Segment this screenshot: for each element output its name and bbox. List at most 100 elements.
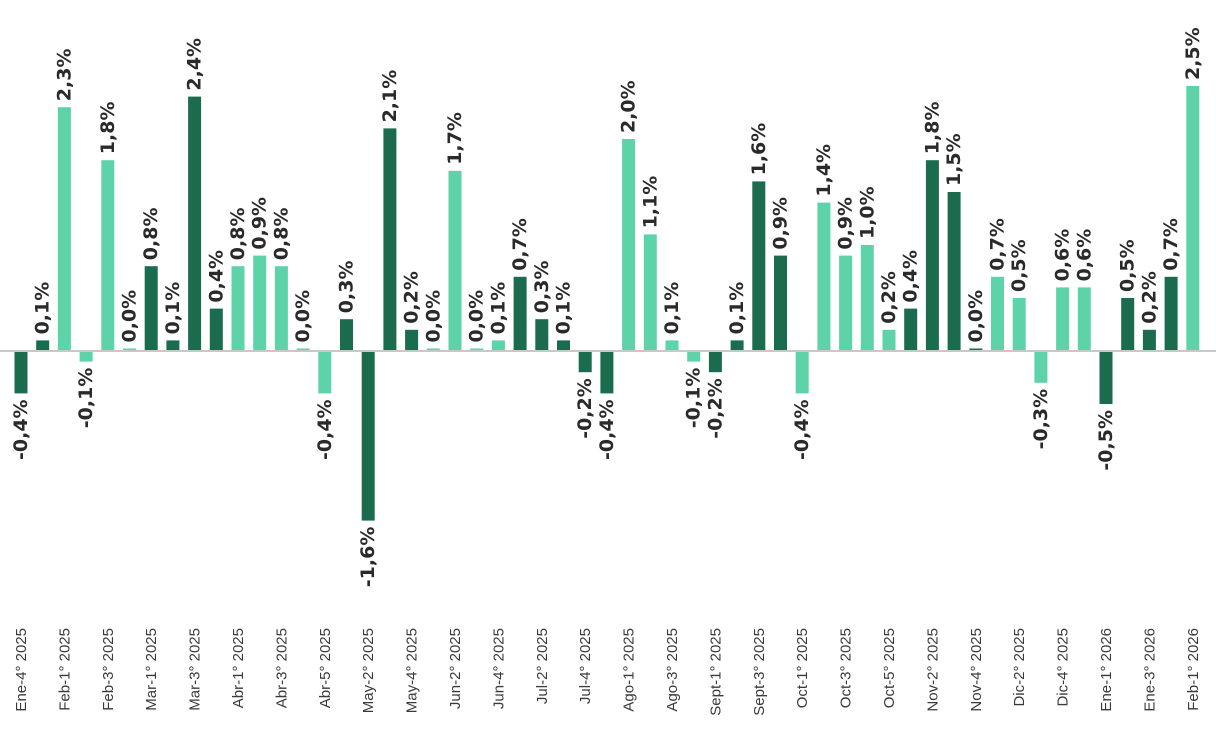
- x-tick-label-4: Mar-3° 2025: [187, 628, 204, 711]
- data-label-46: 0,5%: [1008, 239, 1030, 292]
- bar-15: [340, 319, 353, 351]
- bar-48: [1056, 287, 1070, 351]
- bar-34: [752, 181, 766, 351]
- bar-51: [1121, 298, 1135, 351]
- x-tick-label-14: Ago-1° 2025: [621, 628, 638, 712]
- x-tick-label-23: Dic-2° 2025: [1011, 628, 1028, 707]
- data-label-33: 0,1%: [726, 282, 748, 335]
- bar-24: [535, 319, 549, 351]
- data-label-0: -0,4%: [10, 399, 32, 460]
- bar-30: [665, 340, 679, 351]
- data-label-9: 0,4%: [205, 250, 227, 303]
- x-tick-label-6: Abr-3° 2025: [273, 628, 290, 708]
- bar-2: [57, 107, 71, 351]
- data-label-12: 0,8%: [270, 207, 292, 260]
- x-tick-label-1: Feb-1° 2025: [56, 628, 73, 711]
- bar-6: [144, 266, 158, 351]
- data-label-14: -0,4%: [314, 399, 336, 460]
- x-tick-label-8: May-2° 2025: [360, 628, 377, 713]
- bar-49: [1077, 287, 1091, 351]
- data-label-36: -0,4%: [791, 399, 813, 460]
- data-label-52: 0,2%: [1138, 271, 1160, 324]
- data-label-5: 0,0%: [119, 290, 141, 343]
- bar-11: [253, 255, 267, 351]
- data-label-54: 2,5%: [1182, 27, 1204, 80]
- x-tick-label-10: Jun-2° 2025: [447, 628, 464, 709]
- bar-41: [904, 308, 918, 351]
- data-label-37: 1,4%: [813, 144, 835, 197]
- data-label-21: 0,0%: [466, 290, 488, 343]
- data-label-18: 0,2%: [401, 271, 423, 324]
- x-tick-label-25: Ene-1° 2026: [1098, 628, 1115, 712]
- data-label-45: 0,7%: [987, 218, 1009, 271]
- data-label-39: 1,0%: [856, 186, 878, 239]
- data-label-13: 0,0%: [292, 290, 314, 343]
- x-tick-label-22: Nov-4° 2025: [968, 628, 985, 712]
- bar-32: [708, 351, 722, 373]
- bar-29: [643, 234, 657, 351]
- data-label-23: 0,7%: [509, 218, 531, 271]
- data-label-53: 0,7%: [1160, 218, 1182, 271]
- x-tick-label-2: Feb-3° 2025: [100, 628, 117, 711]
- bar-36: [795, 351, 809, 394]
- bar-20: [448, 170, 462, 351]
- data-label-10: 0,8%: [227, 207, 249, 260]
- data-label-34: 1,6%: [748, 123, 770, 176]
- x-tick-label-19: Oct-3° 2025: [838, 628, 855, 708]
- data-label-40: 0,2%: [878, 271, 900, 324]
- x-tick-label-21: Nov-2° 2025: [924, 628, 941, 712]
- bar-46: [1012, 298, 1026, 351]
- bar-8: [188, 96, 202, 351]
- data-label-25: 0,1%: [553, 282, 575, 335]
- x-tick-label-27: Feb-1° 2026: [1185, 628, 1202, 711]
- x-tick-label-17: Sept-3° 2025: [751, 628, 768, 716]
- data-label-1: 0,1%: [32, 282, 54, 335]
- x-axis-tick-labels: Ene-4° 2025 Feb-1° 2025 Feb-3° 2025 Mar-1° …: [13, 628, 1202, 716]
- bar-43: [947, 192, 961, 351]
- x-tick-label-15: Ago-3° 2025: [664, 628, 681, 712]
- data-label-42: 1,8%: [921, 101, 943, 154]
- bar-54: [1186, 86, 1200, 351]
- bar-21: [470, 348, 484, 351]
- bar-42: [925, 160, 939, 351]
- x-tick-label-13: Jul-4° 2025: [577, 628, 594, 704]
- bar-45: [991, 276, 1004, 351]
- bar-52: [1142, 329, 1156, 351]
- bar-3: [79, 351, 93, 362]
- x-tick-label-20: Oct-5° 2025: [881, 628, 898, 708]
- bar-0: [14, 351, 28, 394]
- bar-9: [209, 308, 223, 351]
- bar-40: [882, 329, 896, 351]
- data-label-32: -0,2%: [704, 378, 726, 439]
- bar-22: [491, 340, 505, 351]
- bar-14: [318, 351, 332, 394]
- data-label-31: -0,1%: [683, 368, 705, 429]
- data-label-24: 0,3%: [531, 260, 553, 313]
- data-label-16: -1,6%: [357, 527, 379, 588]
- x-tick-label-12: Jul-2° 2025: [534, 628, 551, 704]
- x-tick-label-18: Oct-1° 2025: [794, 628, 811, 708]
- bar-25: [557, 340, 570, 351]
- bar-47: [1034, 351, 1048, 383]
- data-label-43: 1,5%: [943, 133, 965, 186]
- bar-39: [860, 245, 874, 351]
- data-label-28: 2,0%: [618, 80, 640, 133]
- x-tick-label-11: Jun-4° 2025: [490, 628, 507, 709]
- bar-31: [687, 351, 701, 362]
- x-tick-label-5: Abr-1° 2025: [230, 628, 247, 708]
- data-label-8: 2,4%: [184, 38, 206, 91]
- data-label-20: 1,7%: [444, 112, 466, 165]
- bar-28: [622, 139, 636, 351]
- data-label-7: 0,1%: [162, 282, 184, 335]
- bar-35: [774, 255, 787, 351]
- data-label-26: -0,2%: [574, 378, 596, 439]
- data-label-50: -0,5%: [1095, 410, 1117, 471]
- data-label-29: 1,1%: [639, 176, 661, 229]
- bar-53: [1164, 276, 1178, 351]
- data-label-48: 0,6%: [1052, 229, 1074, 282]
- bar-19: [426, 348, 440, 351]
- bar-33: [730, 340, 744, 351]
- bar-26: [578, 351, 592, 373]
- data-label-51: 0,5%: [1117, 239, 1139, 292]
